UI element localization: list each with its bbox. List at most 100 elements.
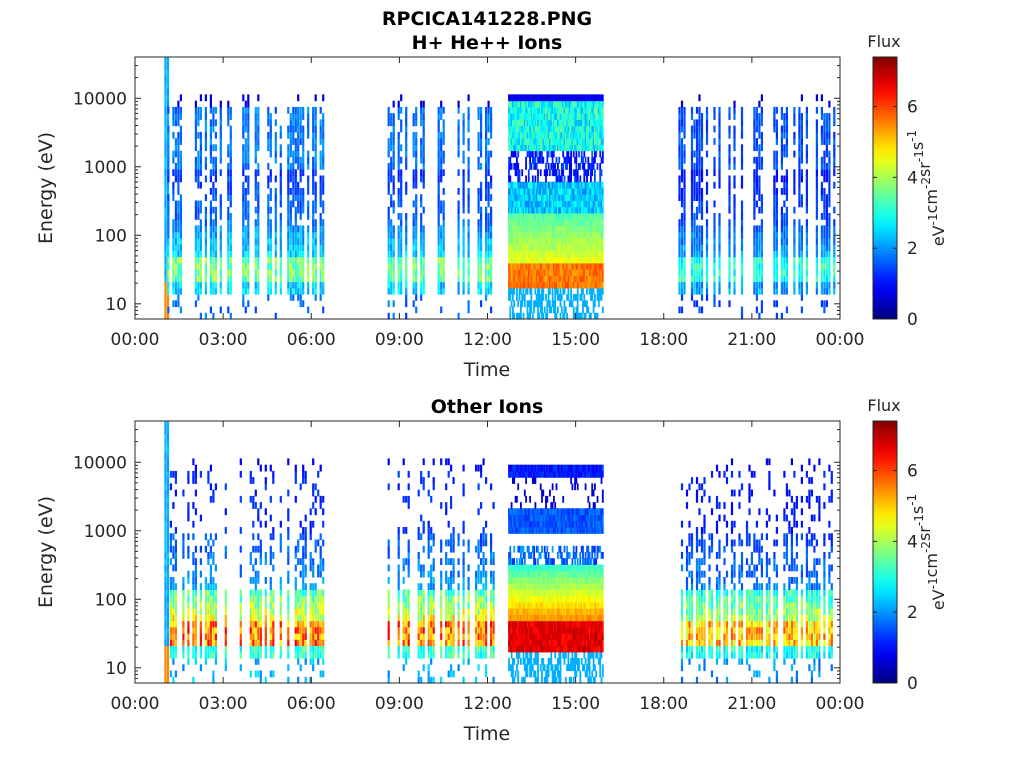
- spectrogram-cell: [514, 94, 517, 102]
- spectrogram-cell: [584, 119, 587, 127]
- spectrogram-cell: [567, 237, 570, 245]
- spectrogram-cell: [279, 200, 282, 208]
- spectrogram-cell: [820, 231, 823, 239]
- spectrogram-cell: [678, 237, 681, 245]
- spectrogram-cell: [793, 119, 796, 127]
- spectrogram-cell: [775, 175, 778, 183]
- spectrogram-cell: [390, 281, 393, 289]
- spectrogram-cell: [167, 287, 170, 295]
- spectrogram-cell: [557, 138, 559, 145]
- spectrogram-cell: [713, 287, 716, 295]
- spectrogram-cell: [572, 125, 575, 133]
- spectrogram-cell: [582, 94, 584, 102]
- spectrogram-cell: [546, 269, 549, 276]
- spectrogram-cell: [600, 213, 603, 220]
- spectrogram-cell: [549, 219, 551, 226]
- spectrogram-cell: [257, 131, 260, 139]
- spectrogram-cell: [599, 244, 602, 251]
- spectrogram-cell: [578, 94, 580, 102]
- spectrogram-cell: [174, 620, 177, 628]
- spectrogram-cell: [387, 244, 390, 251]
- spectrogram-cell: [543, 250, 546, 258]
- spectrogram-cell: [534, 144, 537, 152]
- spectrogram-cell: [269, 244, 272, 251]
- spectrogram-cell: [584, 188, 587, 195]
- spectrogram-cell: [574, 256, 576, 264]
- spectrogram-cell: [698, 169, 701, 177]
- spectrogram-cell: [490, 194, 493, 201]
- spectrogram-cell: [538, 256, 541, 264]
- spectrogram-cell: [172, 300, 175, 308]
- spectrogram-cell: [229, 219, 232, 226]
- spectrogram-cell: [244, 156, 247, 164]
- spectrogram-cell: [287, 244, 290, 251]
- spectrogram-cell: [557, 131, 559, 139]
- spectrogram-cell: [562, 94, 565, 102]
- spectrogram-cell: [566, 131, 568, 139]
- spectrogram-cell: [583, 262, 586, 270]
- spectrogram-cell: [166, 312, 170, 320]
- spectrogram-cell: [586, 250, 588, 258]
- spectrogram-cell: [254, 138, 257, 145]
- spectrogram-cell: [294, 213, 297, 220]
- spectrogram-cell: [800, 138, 803, 145]
- spectrogram-cell: [209, 188, 212, 195]
- spectrogram-cell: [698, 94, 701, 102]
- spectrogram-cell: [592, 119, 595, 127]
- spectrogram-cell: [775, 225, 778, 233]
- spectrogram-cell: [523, 206, 526, 214]
- spectrogram-cell: [539, 106, 542, 114]
- spectrogram-cell: [554, 138, 557, 145]
- spectrogram-cell: [542, 125, 545, 133]
- spectrogram-cell: [728, 275, 731, 283]
- spectrogram-cell: [567, 294, 570, 301]
- spectrogram-cell: [387, 275, 390, 283]
- spectrogram-cell: [179, 194, 182, 201]
- spectrogram-cell: [567, 150, 570, 158]
- spectrogram-cell: [299, 275, 302, 283]
- spectrogram-cell: [292, 225, 295, 233]
- spectrogram-cell: [571, 256, 574, 264]
- spectrogram-cell: [177, 119, 180, 127]
- spectrogram-cell: [680, 275, 684, 283]
- spectrogram-cell: [591, 219, 594, 226]
- spectrogram-cell: [299, 156, 302, 164]
- spectrogram-cell: [550, 125, 553, 133]
- spectrogram-cell: [294, 206, 297, 214]
- spectrogram-cell: [587, 163, 590, 170]
- spectrogram-cell: [197, 287, 200, 295]
- spectrogram-cell: [775, 125, 778, 133]
- spectrogram-cell: [227, 275, 230, 283]
- spectrogram-cell: [279, 213, 282, 220]
- spectrogram-cell: [783, 213, 786, 220]
- spectrogram-cell: [229, 225, 232, 233]
- spectrogram-cell: [267, 287, 270, 295]
- spectrogram-cell: [467, 206, 470, 214]
- spectrogram-cell: [592, 194, 595, 201]
- spectrogram-cell: [592, 144, 595, 152]
- spectrogram-cell: [279, 275, 282, 283]
- spectrogram-cell: [793, 287, 796, 295]
- spectrogram-cell: [274, 144, 277, 152]
- spectrogram-cell: [547, 269, 550, 276]
- spectrogram-cell: [820, 94, 823, 102]
- spectrogram-cell: [551, 256, 554, 264]
- spectrogram-cell: [755, 169, 758, 177]
- spectrogram-cell: [600, 94, 603, 102]
- spectrogram-cell: [539, 131, 542, 139]
- spectrogram-cell: [823, 306, 826, 314]
- spectrogram-cell: [576, 231, 579, 239]
- spectrogram-cell: [594, 281, 596, 289]
- spectrogram-cell: [267, 213, 270, 220]
- spectrogram-cell: [242, 213, 245, 220]
- spectrogram-cell: [562, 206, 565, 214]
- spectrogram-cell: [547, 237, 550, 245]
- spectrogram-cell: [823, 231, 826, 239]
- spectrogram-cell: [509, 294, 512, 301]
- spectrogram-cell: [164, 88, 167, 95]
- spectrogram-cell: [546, 275, 549, 283]
- spectrogram-cell: [805, 250, 808, 258]
- spectrogram-cell: [312, 269, 315, 276]
- spectrogram-cell: [559, 300, 562, 308]
- spectrogram-cell: [440, 237, 443, 245]
